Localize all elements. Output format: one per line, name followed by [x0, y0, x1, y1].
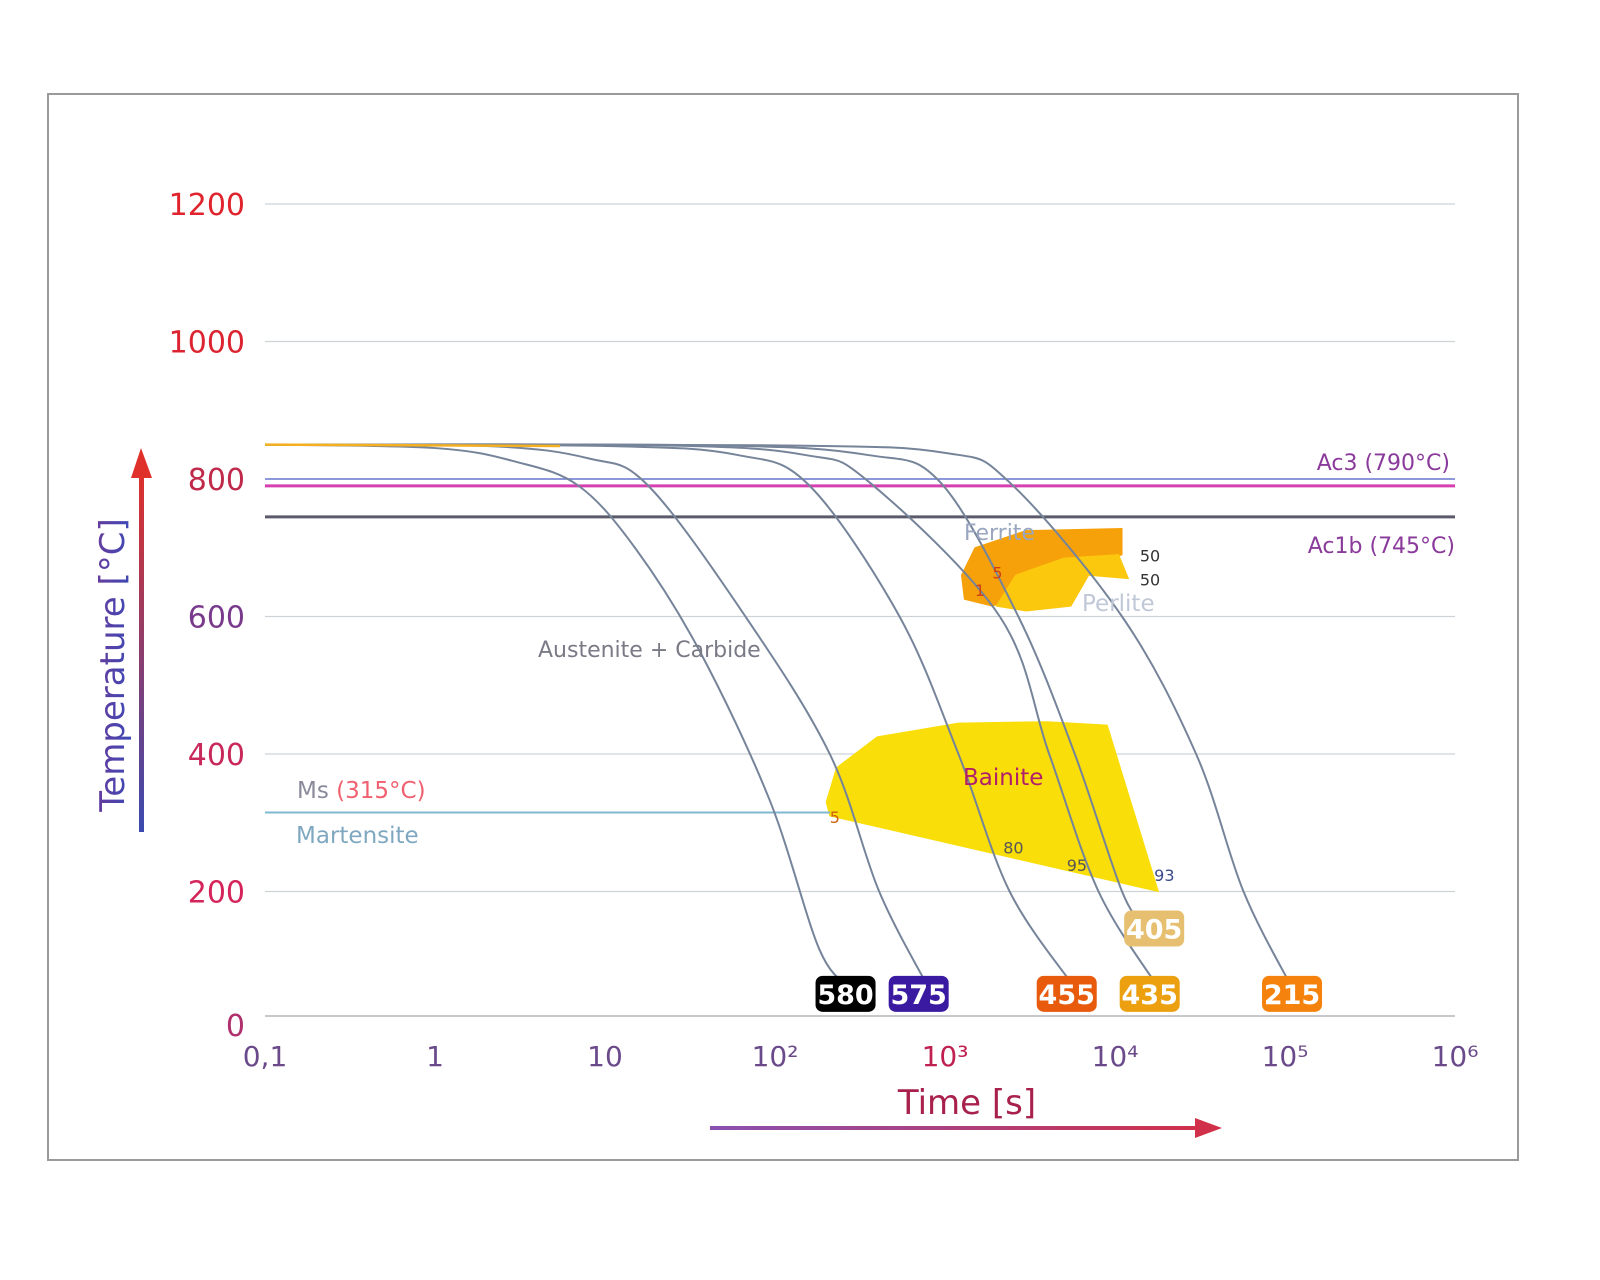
percent-annotation: 1 [975, 581, 985, 600]
hardness-badge-405: 405 [1124, 910, 1185, 947]
reference-lines [265, 478, 1455, 814]
hardness-value: 215 [1264, 980, 1320, 1011]
tick-labels: 0 200 400 600 800 1000 1200 0,1 1 10 10² 10³ 10⁴ 10⁵ 1… [169, 188, 1479, 1073]
cooling-curve-215 [264, 443, 1293, 989]
y-tick-label: 400 [188, 738, 245, 773]
hardness-value: 575 [890, 980, 946, 1011]
percent-annotation: 50 [1140, 547, 1160, 566]
ac1b-label: Ac1b (745°C) [1308, 534, 1455, 559]
chart-frame [47, 93, 1519, 1161]
y-tick-label: 1200 [169, 188, 245, 223]
y-axis-title: Temperature [°C] [93, 518, 133, 812]
x-tick-label: 10⁶ [1432, 1040, 1479, 1073]
x-tick-label: 0,1 [243, 1040, 288, 1073]
hardness-value: 405 [1126, 915, 1182, 946]
region-label-perlite: Perlite [1082, 591, 1155, 617]
region-label-martensite: Martensite [296, 823, 419, 849]
x-tick-label: 10³ [922, 1040, 969, 1073]
percent-annotation: 95 [1067, 856, 1087, 875]
y-tick-label: 1000 [169, 326, 245, 361]
labels: Ac3 (790°C) Ac1b (745°C) Ms (315°C) Austeni… [296, 451, 1455, 885]
y-axis-arrow [131, 448, 152, 832]
hardness-badge-455: 455 [1036, 975, 1097, 1012]
y-tick-label: 600 [188, 601, 245, 636]
x-axis-arrow [710, 1118, 1222, 1138]
hardness-value: 435 [1122, 980, 1178, 1011]
region-perlite [995, 554, 1129, 612]
x-axis-title: Time [s] [897, 1083, 1036, 1123]
cooling-curve-575 [264, 443, 930, 989]
badge-background [888, 975, 949, 1012]
x-tick-label: 10⁵ [1262, 1040, 1309, 1073]
hardness-value: 455 [1039, 980, 1095, 1011]
y-tick-label: 200 [188, 876, 245, 911]
percent-annotation: 80 [1003, 839, 1023, 858]
cooling-curve-455 [264, 443, 1076, 989]
region-bainite [825, 721, 1159, 892]
x-tick-label: 1 [426, 1040, 444, 1073]
y-tick-label: 0 [226, 1009, 245, 1044]
badge-background [1262, 975, 1323, 1012]
grid-lines [265, 203, 1455, 1017]
hardness-badge-435: 435 [1119, 975, 1180, 1012]
badge-background [1124, 910, 1185, 947]
ac3-label: Ac3 (790°C) [1317, 451, 1450, 476]
percent-annotation: 5 [992, 564, 1002, 583]
hardness-value: 580 [817, 980, 873, 1011]
x-tick-label: 10⁴ [1092, 1040, 1139, 1073]
x-tick-label: 10 [587, 1040, 623, 1073]
curve-start-highlight [264, 443, 561, 448]
region-label-ferrite: Ferrite [964, 521, 1035, 546]
ms-label-value: (315°C) [336, 778, 425, 804]
x-tick-label: 10² [752, 1040, 799, 1073]
region-label-bainite: Bainite [963, 765, 1043, 791]
region-label-austenite: Austenite + Carbide [538, 638, 761, 663]
percent-annotation: 5 [830, 808, 840, 827]
cooling-curve-580 [264, 443, 852, 989]
ms-label: Ms (315°C) [297, 778, 426, 804]
badge-background [1119, 975, 1180, 1012]
hardness-badge-215: 215 [1262, 975, 1323, 1012]
hardness-badge-580: 580 [815, 975, 876, 1012]
ms-label-text: Ms [297, 778, 336, 804]
percent-annotation: 93 [1154, 866, 1174, 885]
phase-regions [825, 528, 1159, 892]
badge-background [815, 975, 876, 1012]
percent-annotation: 50 [1140, 571, 1160, 590]
hardness-badge-575: 575 [888, 975, 949, 1012]
y-tick-label: 800 [188, 463, 245, 498]
badge-background [1036, 975, 1097, 1012]
